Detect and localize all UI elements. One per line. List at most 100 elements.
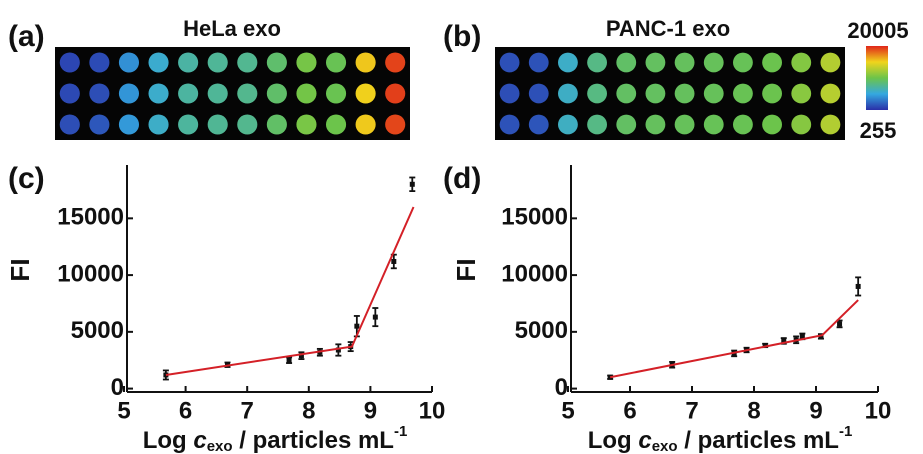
x-tick-label: 6 [179, 397, 192, 424]
x-tick-label: 5 [561, 397, 574, 424]
well [89, 83, 109, 103]
well [762, 84, 782, 104]
y-axis-label: FI [451, 258, 481, 281]
well [500, 84, 520, 104]
colorbar [866, 46, 888, 110]
well [208, 114, 228, 134]
figure: (a)HeLa exo(b)PANC-1 exo25520005(c)05000… [0, 0, 923, 454]
well [733, 84, 753, 104]
x-tick-label: 8 [302, 397, 315, 424]
well [733, 115, 753, 135]
data-point [287, 358, 292, 363]
data-point [373, 315, 378, 320]
well [791, 53, 811, 73]
well [296, 52, 316, 72]
x-axis-label-part: / particles mL [233, 427, 394, 454]
well [178, 83, 198, 103]
well [587, 115, 607, 135]
well [791, 115, 811, 135]
colorbar-label: 20005 [847, 18, 908, 43]
panel-label: (b) [443, 20, 481, 53]
well [237, 83, 257, 103]
well [326, 52, 346, 72]
well [500, 53, 520, 73]
y-tick-label: 10000 [57, 260, 124, 287]
x-axis-label-part: exo [207, 438, 233, 454]
x-tick-label: 7 [685, 397, 698, 424]
well [326, 114, 346, 134]
well [148, 83, 168, 103]
x-tick-label: 5 [117, 397, 130, 424]
y-tick-label: 15000 [501, 204, 568, 231]
well [178, 52, 198, 72]
well [356, 83, 376, 103]
well [821, 53, 841, 73]
well [733, 53, 753, 73]
well [119, 52, 139, 72]
well [267, 52, 287, 72]
data-point [354, 324, 359, 329]
well [148, 52, 168, 72]
well [60, 114, 80, 134]
panel-label: (c) [8, 162, 45, 195]
well [208, 52, 228, 72]
well [356, 114, 376, 134]
x-axis-label: Log cexo / particles mL-1 [143, 423, 408, 454]
well [89, 52, 109, 72]
well [675, 115, 695, 135]
well [646, 115, 666, 135]
x-axis-label-part: exo [652, 438, 678, 454]
x-axis-label-part: Log [143, 427, 194, 454]
well [385, 114, 405, 134]
well [267, 114, 287, 134]
well [616, 115, 636, 135]
well [529, 53, 549, 73]
well [89, 114, 109, 134]
well [208, 83, 228, 103]
well [762, 115, 782, 135]
well [119, 114, 139, 134]
x-tick-label: 9 [809, 397, 822, 424]
y-tick-label: 5000 [515, 317, 568, 344]
colorbar-label: 255 [860, 118, 897, 143]
well [558, 53, 578, 73]
fit-line [166, 207, 414, 375]
well [237, 52, 257, 72]
well [119, 83, 139, 103]
data-point [856, 284, 861, 289]
well [704, 84, 724, 104]
well [296, 83, 316, 103]
y-tick-label: 15000 [57, 204, 124, 231]
well [178, 114, 198, 134]
x-tick-label: 9 [364, 397, 377, 424]
well [326, 83, 346, 103]
data-point [410, 182, 415, 187]
well [500, 115, 520, 135]
well [675, 84, 695, 104]
well [616, 84, 636, 104]
panel-label: (a) [8, 20, 45, 53]
well [558, 84, 578, 104]
y-tick-label: 5000 [71, 317, 124, 344]
well [587, 53, 607, 73]
well [821, 84, 841, 104]
well [148, 114, 168, 134]
well [60, 52, 80, 72]
y-axis-label: FI [5, 258, 35, 281]
x-axis-label-part: c [193, 427, 206, 454]
well [385, 52, 405, 72]
x-axis-label-part: c [638, 427, 651, 454]
well [60, 83, 80, 103]
panel-title: HeLa exo [183, 16, 281, 41]
data-point [837, 321, 842, 326]
panel-title: PANC-1 exo [606, 16, 730, 41]
well [296, 114, 316, 134]
x-tick-label: 10 [419, 397, 446, 424]
well [587, 84, 607, 104]
x-axis-label-part: Log [588, 427, 639, 454]
well [356, 52, 376, 72]
x-tick-label: 8 [747, 397, 760, 424]
data-point [391, 259, 396, 264]
well [675, 53, 695, 73]
well [529, 115, 549, 135]
